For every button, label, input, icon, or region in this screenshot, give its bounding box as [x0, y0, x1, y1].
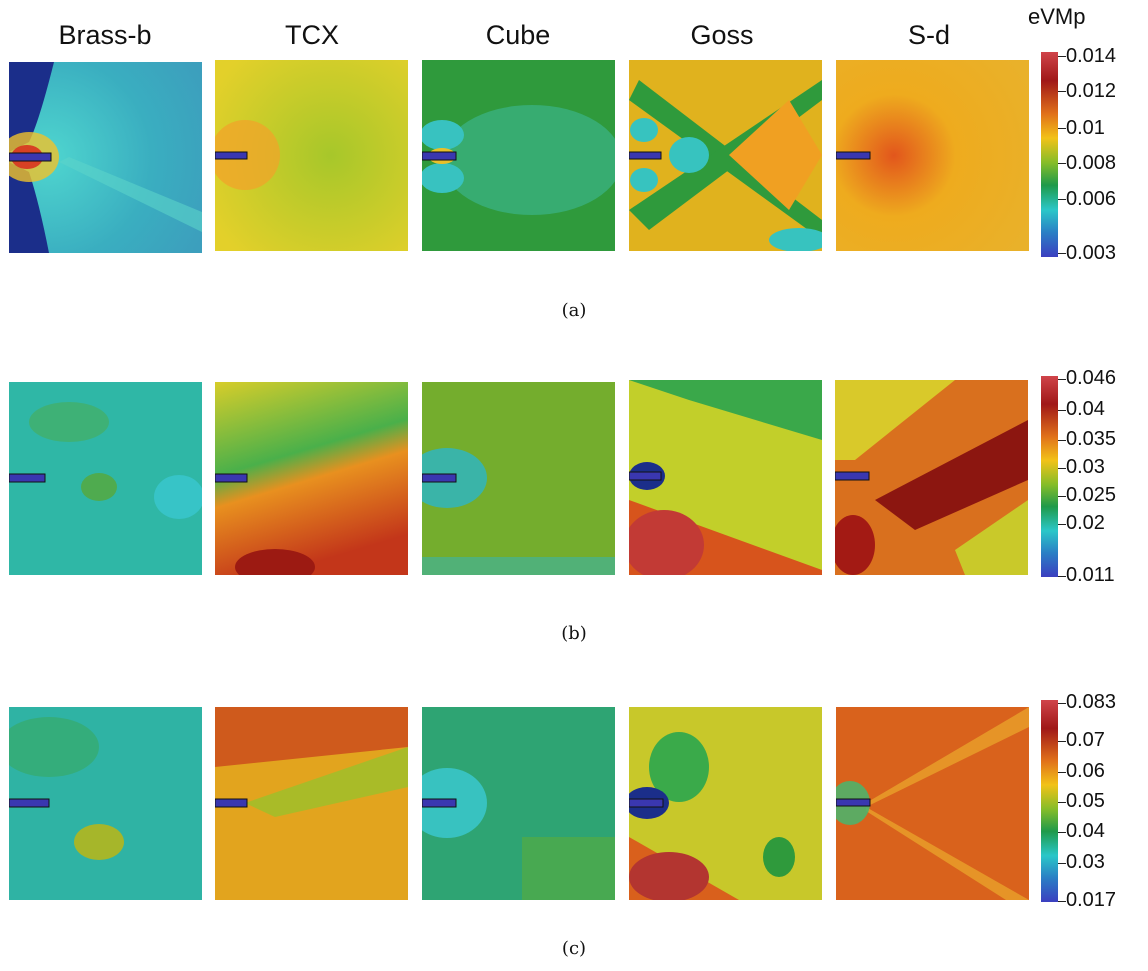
map-a-cube — [422, 60, 615, 251]
tick-mark — [1058, 379, 1066, 380]
map-a-s-d — [836, 60, 1029, 251]
tick-mark — [1058, 468, 1066, 469]
map-c-brass-b — [9, 707, 202, 900]
tick-label: 0.035 — [1066, 428, 1117, 450]
tick-label: 0.012 — [1066, 80, 1117, 102]
tick-mark — [1058, 496, 1066, 497]
caption-b: (b) — [561, 623, 587, 644]
tick-mark — [1058, 524, 1066, 525]
tick-label: 0.03 — [1066, 851, 1105, 873]
map-c-s-d — [836, 707, 1029, 900]
tick-mark — [1058, 901, 1066, 902]
tick-mark — [1058, 56, 1066, 57]
tick-label: 0.017 — [1066, 889, 1117, 911]
map-b-goss — [629, 380, 822, 575]
map-b-tcx — [215, 382, 408, 575]
tick-mark — [1058, 91, 1066, 92]
tick-label: 0.01 — [1066, 117, 1105, 139]
tick-label: 0.083 — [1066, 691, 1117, 713]
tick-mark — [1058, 199, 1066, 200]
tick-label: 0.006 — [1066, 188, 1117, 210]
tick-label: 0.07 — [1066, 729, 1105, 751]
tick-label: 0.025 — [1066, 484, 1117, 506]
tick-label: 0.008 — [1066, 152, 1117, 174]
tick-label: 0.06 — [1066, 760, 1105, 782]
tick-mark — [1058, 802, 1066, 803]
tick-label: 0.003 — [1066, 242, 1117, 264]
map-c-cube — [422, 707, 615, 900]
map-b-brass-b — [9, 382, 202, 575]
tick-mark — [1058, 863, 1066, 864]
colorbar-title: eVMp — [1028, 4, 1086, 29]
tick-mark — [1058, 741, 1066, 742]
tick-label: 0.03 — [1066, 456, 1105, 478]
tick-label: 0.02 — [1066, 512, 1105, 534]
column-title-cube: Cube — [485, 20, 551, 50]
tick-label: 0.014 — [1066, 45, 1117, 67]
column-title-goss: Goss — [690, 20, 754, 50]
colorbar-c — [1041, 700, 1058, 902]
map-a-goss — [629, 60, 822, 251]
tick-mark — [1058, 576, 1066, 577]
tick-mark — [1058, 832, 1066, 833]
tick-mark — [1058, 128, 1066, 129]
tick-mark — [1058, 703, 1066, 704]
map-b-s-d — [835, 380, 1028, 575]
map-a-tcx — [215, 60, 408, 251]
caption-c: (c) — [561, 938, 587, 959]
tick-mark — [1058, 253, 1066, 254]
map-c-goss — [629, 707, 822, 900]
tick-label: 0.046 — [1066, 367, 1117, 389]
colorbar-a — [1041, 52, 1058, 257]
column-title-brass-b: Brass-b — [58, 20, 152, 50]
tick-label: 0.05 — [1066, 790, 1105, 812]
tick-mark — [1058, 410, 1066, 411]
tick-mark — [1058, 163, 1066, 164]
map-c-tcx — [215, 707, 408, 900]
map-b-cube — [422, 382, 615, 575]
tick-label: 0.011 — [1066, 564, 1115, 586]
column-title-tcx: TCX — [285, 20, 339, 50]
tick-label: 0.04 — [1066, 820, 1105, 842]
caption-a: (a) — [561, 300, 587, 321]
map-a-brass-b — [9, 62, 202, 253]
tick-mark — [1058, 772, 1066, 773]
tick-label: 0.04 — [1066, 398, 1105, 420]
tick-mark — [1058, 440, 1066, 441]
colorbar-b — [1041, 376, 1058, 577]
column-title-s-d: S-d — [907, 20, 951, 50]
